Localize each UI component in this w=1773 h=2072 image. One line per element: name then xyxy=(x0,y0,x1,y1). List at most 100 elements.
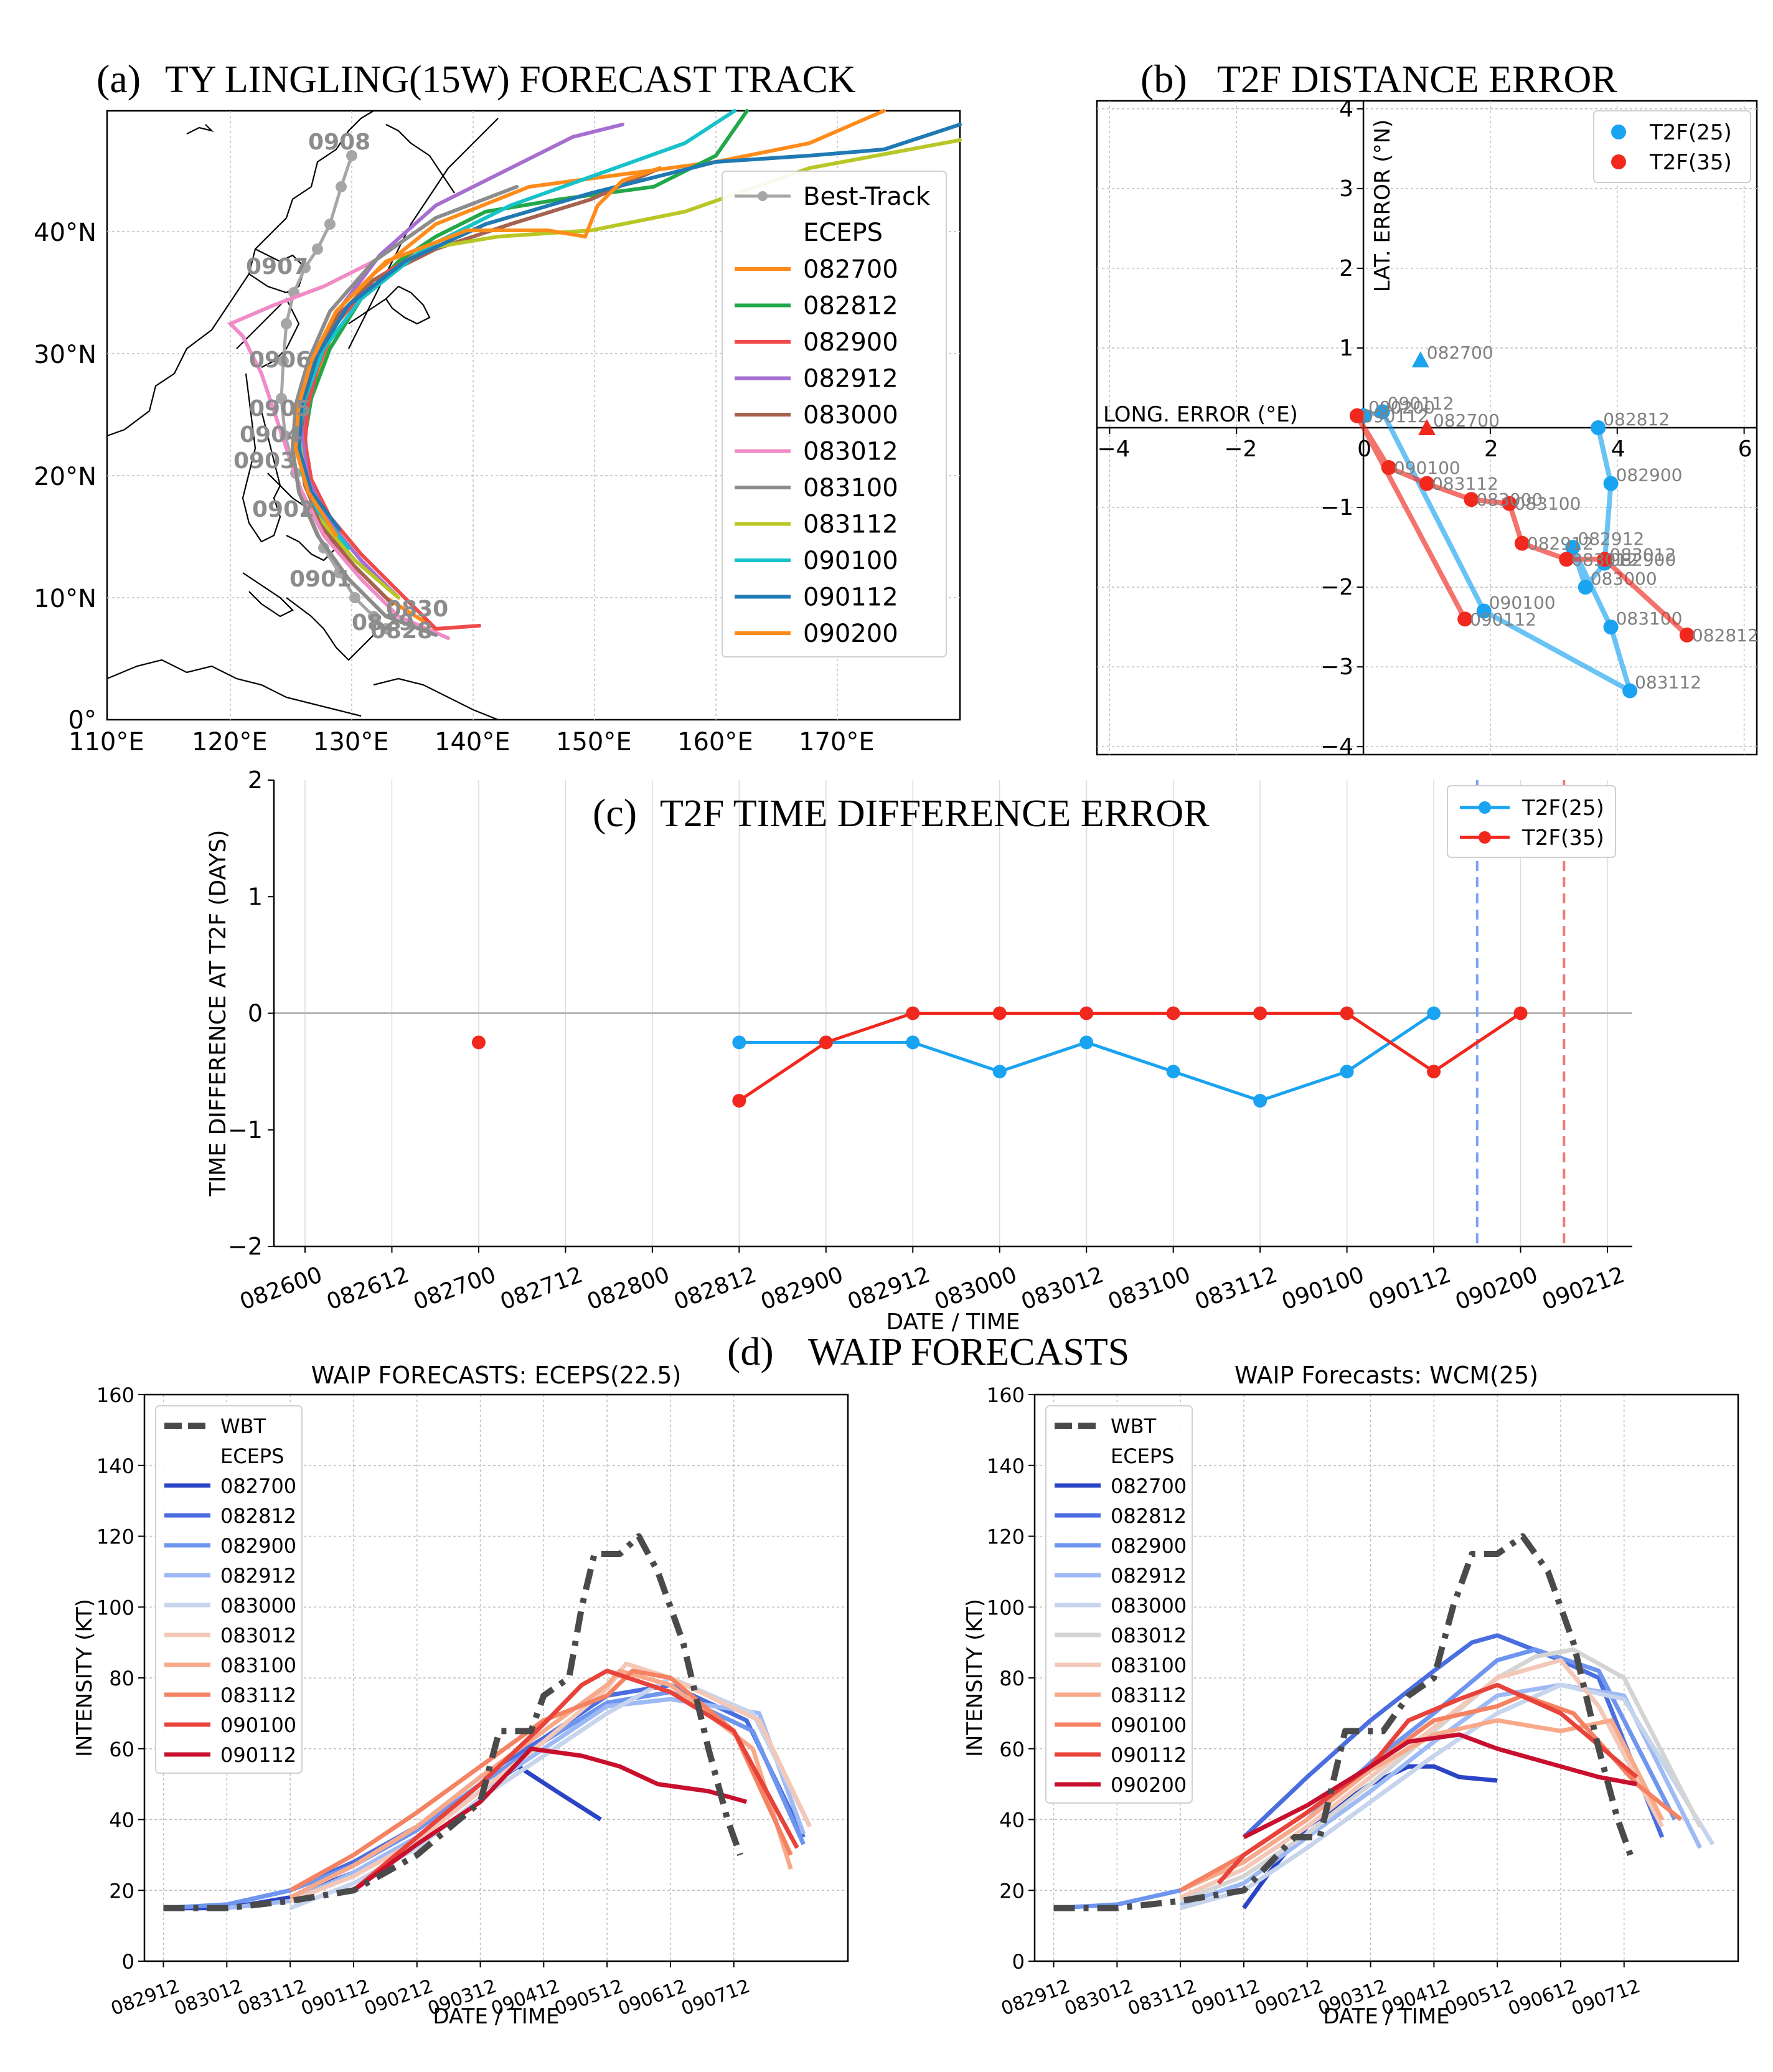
legend-label: 083012 xyxy=(220,1624,296,1647)
panel-c-label: (c) xyxy=(593,791,637,835)
data-point xyxy=(732,1093,746,1108)
data-point xyxy=(1502,496,1517,511)
y-tick-label: 120 xyxy=(96,1525,134,1549)
map-x-tick: 110°E xyxy=(68,728,144,756)
series-line xyxy=(352,1746,748,1893)
point-label: 090112 xyxy=(1388,393,1454,413)
data-point xyxy=(1381,460,1396,476)
data-point xyxy=(1253,1093,1267,1108)
data-point xyxy=(1591,420,1606,435)
series-line xyxy=(1179,1718,1664,1893)
x-tick-label: 083000 xyxy=(931,1262,1020,1316)
legend-label: 090100 xyxy=(803,547,898,575)
track-083012 xyxy=(227,260,450,640)
legend-label: T2F(25) xyxy=(1521,796,1604,821)
data-point xyxy=(1375,404,1390,420)
track-label: 0904 xyxy=(240,422,302,448)
x-tick-label: 0 xyxy=(1357,436,1371,462)
x-tick-label: 082712 xyxy=(497,1262,586,1316)
legend-marker xyxy=(1479,801,1491,814)
legend-marker xyxy=(1611,125,1626,139)
legend-label: 082900 xyxy=(803,328,898,357)
series-line xyxy=(1053,1647,1677,1911)
data-point xyxy=(732,1035,746,1050)
y-tick-label: −1 xyxy=(1320,495,1353,520)
legend-label: 090100 xyxy=(1111,1713,1187,1737)
legend-label: 090112 xyxy=(220,1743,296,1767)
legend-box xyxy=(155,1405,303,1774)
y-tick-label: 40 xyxy=(999,1809,1025,1832)
x-tick-label: 090212 xyxy=(1252,1975,1327,2020)
x-tick-label: 082700 xyxy=(410,1262,499,1316)
y-tick-label: 20 xyxy=(109,1879,134,1903)
point-label: 082700 xyxy=(1427,342,1493,363)
track-083100 xyxy=(290,185,519,637)
point-label: 082812 xyxy=(1603,409,1670,430)
x-tick-label: 083012 xyxy=(1061,1975,1136,2020)
panel-a: (a) TY LINGLING(15W) FORECAST TRACK xyxy=(34,57,962,756)
legend-marker xyxy=(1611,154,1626,169)
x-tick-label: 090200 xyxy=(1452,1262,1541,1316)
legend-label: 083000 xyxy=(1111,1594,1187,1618)
y-axis-label: TIME DIFFERENCE AT T2F (DAYS) xyxy=(205,830,231,1197)
best-track-labels: 0908 0907 0906 0905 0904 0903 0902 0901 … xyxy=(233,130,448,644)
y-tick-label: 160 xyxy=(96,1383,134,1407)
x-tick-label: 082612 xyxy=(323,1262,412,1316)
x-tick-label: 090712 xyxy=(679,1975,753,2020)
y-tick-label: 1 xyxy=(248,883,263,910)
y-tick-label: 100 xyxy=(987,1596,1025,1619)
subplot-title: WAIP Forecasts: WCM(25) xyxy=(1235,1362,1538,1389)
triangle-marker xyxy=(1418,419,1436,435)
map-x-ticks: 110°E 120°E 130°E 140°E 150°E 160°E 170°… xyxy=(68,728,875,756)
series-line xyxy=(1179,1647,1703,1903)
y-tick-label: 0 xyxy=(248,1000,263,1027)
legend-best-track: Best-Track xyxy=(803,182,931,211)
data-point xyxy=(992,1006,1007,1020)
map-y-tick: 40°N xyxy=(34,219,96,247)
y-tick-label: 80 xyxy=(999,1667,1025,1690)
legend-label: 083112 xyxy=(220,1684,296,1707)
data-point xyxy=(1679,627,1695,643)
y-tick-label: 100 xyxy=(96,1596,134,1619)
x-tick-label: 083112 xyxy=(1125,1975,1200,2020)
data-point xyxy=(1166,1065,1180,1079)
point-label: 083112 xyxy=(1635,672,1701,693)
data-point xyxy=(1603,476,1619,491)
map-y-tick: 30°N xyxy=(34,341,96,369)
panel-b-label: (b) xyxy=(1140,57,1187,101)
track-label: 0908 xyxy=(308,130,370,155)
y-tick-label: 120 xyxy=(987,1525,1025,1549)
map-x-tick: 150°E xyxy=(556,728,632,756)
x-tick-label: −4 xyxy=(1097,436,1130,462)
track-label: 0829 xyxy=(352,610,414,636)
legend-label: T2F(35) xyxy=(1649,150,1732,175)
x-tick-label: 090112 xyxy=(298,1975,373,2020)
data-point xyxy=(1340,1065,1354,1079)
legend-label: WBT xyxy=(1111,1415,1157,1438)
legend-label: 083012 xyxy=(1111,1624,1187,1647)
data-point xyxy=(819,1035,833,1050)
x-tick-label: 090212 xyxy=(362,1975,436,2020)
y-tick-label: −4 xyxy=(1320,734,1353,760)
legend-label: 082900 xyxy=(220,1534,296,1558)
data-point xyxy=(1349,408,1365,423)
map-coastlines xyxy=(106,110,499,721)
legend-label: 082912 xyxy=(220,1564,296,1588)
point-label: 082700 xyxy=(1433,410,1500,431)
x-tick-label: 082800 xyxy=(584,1262,673,1316)
x-tick-label: 083100 xyxy=(1105,1262,1194,1316)
series-line xyxy=(738,1012,1521,1103)
legend-label: WBT xyxy=(220,1415,266,1438)
legend-label: 082912 xyxy=(1111,1564,1187,1588)
legend-label: 082812 xyxy=(1111,1504,1187,1528)
legend-label: 082700 xyxy=(1111,1474,1187,1498)
map-x-tick: 160°E xyxy=(677,728,753,756)
x-tick-label: 082912 xyxy=(844,1262,933,1316)
data-point xyxy=(906,1035,920,1050)
y-tick-label: −1 xyxy=(228,1116,263,1144)
legend-label: T2F(35) xyxy=(1521,826,1604,850)
point-label: 082900 xyxy=(1609,549,1676,570)
map-x-tick: 120°E xyxy=(192,728,268,756)
point-label: 082900 xyxy=(1616,465,1683,486)
panel-d-title: WAIP FORECASTS xyxy=(808,1331,1129,1373)
